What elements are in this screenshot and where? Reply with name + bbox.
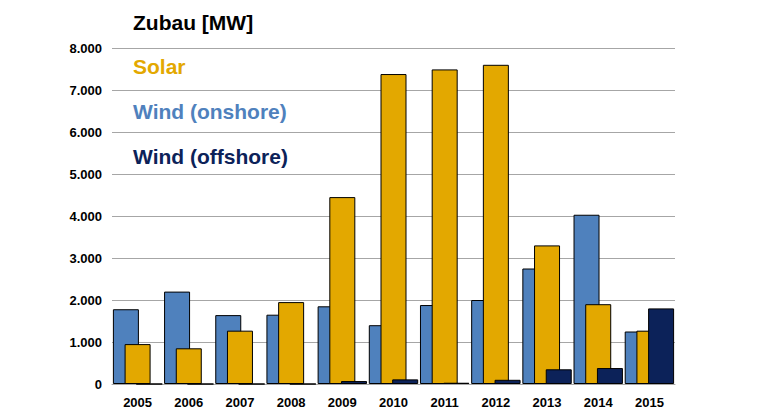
svg-text:2.000: 2.000 xyxy=(69,293,102,308)
svg-text:Zubau [MW]: Zubau [MW] xyxy=(133,11,253,34)
svg-text:7.000: 7.000 xyxy=(69,83,102,98)
svg-text:6.000: 6.000 xyxy=(69,125,102,140)
svg-text:4.000: 4.000 xyxy=(69,209,102,224)
svg-text:2007: 2007 xyxy=(225,395,254,410)
svg-text:2006: 2006 xyxy=(174,395,203,410)
svg-text:5.000: 5.000 xyxy=(69,167,102,182)
svg-text:2008: 2008 xyxy=(277,395,306,410)
svg-text:1.000: 1.000 xyxy=(69,335,102,350)
svg-text:2015: 2015 xyxy=(635,395,664,410)
svg-text:2005: 2005 xyxy=(123,395,152,410)
svg-text:Wind (onshore): Wind (onshore) xyxy=(133,100,287,123)
svg-text:2012: 2012 xyxy=(481,395,510,410)
svg-text:Wind (offshore): Wind (offshore) xyxy=(133,145,288,168)
svg-text:Solar: Solar xyxy=(133,55,186,78)
svg-text:3.000: 3.000 xyxy=(69,251,102,266)
svg-text:2009: 2009 xyxy=(328,395,357,410)
svg-text:0: 0 xyxy=(95,377,102,392)
svg-text:2014: 2014 xyxy=(584,395,614,410)
svg-text:2013: 2013 xyxy=(533,395,562,410)
svg-text:2010: 2010 xyxy=(379,395,408,410)
svg-text:2011: 2011 xyxy=(431,395,459,410)
svg-text:8.000: 8.000 xyxy=(69,41,102,56)
